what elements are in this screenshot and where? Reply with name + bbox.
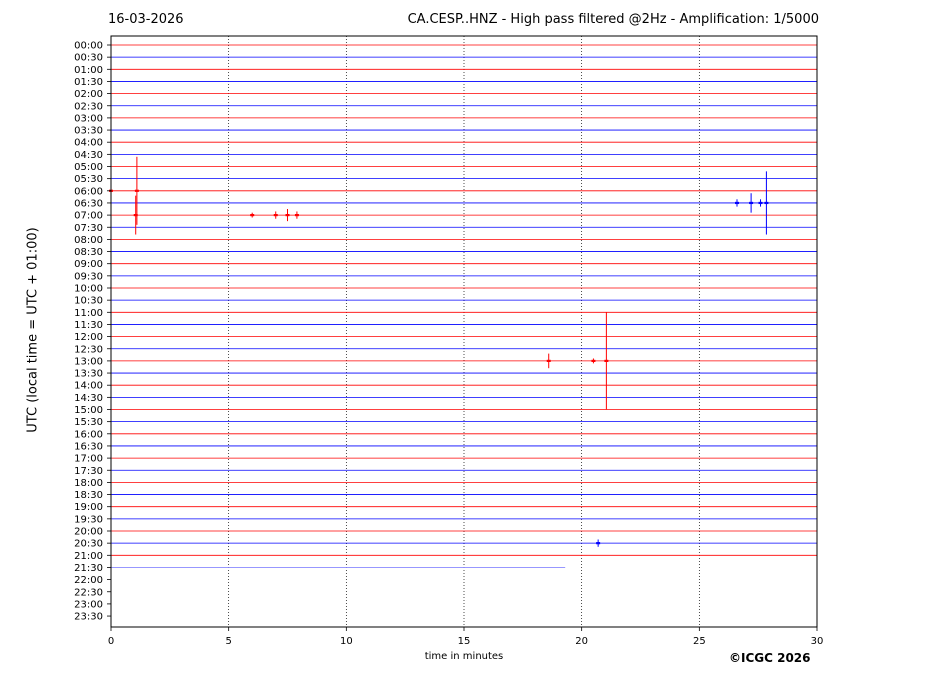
y-tick-label-16:00: 16:00 (74, 429, 103, 440)
chart-title: CA.CESP..HNZ - High pass filtered @2Hz -… (407, 12, 819, 27)
y-tick-label-05:00: 05:00 (74, 162, 103, 173)
y-tick-label-07:30: 07:30 (74, 223, 103, 234)
y-tick-label-10:30: 10:30 (74, 296, 103, 307)
x-axis-label: time in minutes (424, 651, 504, 662)
plot-date: 16-03-2026 (108, 12, 184, 27)
y-tick-label-06:00: 06:00 (74, 186, 103, 197)
y-tick-label-17:30: 17:30 (74, 466, 103, 477)
y-tick-label-01:30: 01:30 (74, 77, 103, 88)
y-tick-label-22:30: 22:30 (74, 587, 103, 598)
y-tick-label-23:00: 23:00 (74, 599, 103, 610)
y-tick-label-12:00: 12:00 (74, 332, 103, 343)
y-tick-label-14:00: 14:00 (74, 381, 103, 392)
y-tick-label-13:00: 13:00 (74, 356, 103, 367)
y-tick-label-05:30: 05:30 (74, 174, 103, 185)
y-axis-label: UTC (local time = UTC + 01:00) (25, 227, 41, 433)
y-tick-label-02:30: 02:30 (74, 101, 103, 112)
y-tick-label-20:00: 20:00 (74, 527, 103, 538)
trace-lines (111, 44, 817, 568)
y-tick-label-14:30: 14:30 (74, 393, 103, 404)
y-tick-label-21:30: 21:30 (74, 563, 103, 574)
y-tick-label-07:00: 07:00 (74, 211, 103, 222)
y-tick-label-04:00: 04:00 (74, 138, 103, 149)
y-tick-label-15:00: 15:00 (74, 405, 103, 416)
y-tick-label-01:00: 01:00 (74, 65, 103, 76)
y-tick-label-23:30: 23:30 (74, 612, 103, 623)
y-tick-label-00:00: 00:00 (74, 41, 103, 52)
x-axis-ticks: 0 5 10 15 20 25 30 (108, 627, 824, 647)
x-tick-label-5: 5 (225, 636, 231, 647)
y-tick-label-02:00: 02:00 (74, 89, 103, 100)
y-tick-label-03:30: 03:30 (74, 126, 103, 137)
x-tick-label-15: 15 (458, 636, 471, 647)
x-tick-label-0: 0 (108, 636, 114, 647)
x-tick-label-20: 20 (575, 636, 588, 647)
y-tick-label-00:30: 00:30 (74, 53, 103, 64)
y-tick-label-19:00: 19:00 (74, 502, 103, 513)
y-tick-label-18:00: 18:00 (74, 478, 103, 489)
y-tick-label-16:30: 16:30 (74, 441, 103, 452)
grid-lines (228, 36, 700, 627)
y-tick-label-11:30: 11:30 (74, 320, 103, 331)
y-tick-label-20:30: 20:30 (74, 539, 103, 550)
y-tick-label-04:30: 04:30 (74, 150, 103, 161)
x-tick-label-30: 30 (811, 636, 824, 647)
y-tick-label-15:30: 15:30 (74, 417, 103, 428)
y-tick-label-12:30: 12:30 (74, 344, 103, 355)
y-tick-label-22:00: 22:00 (74, 575, 103, 586)
plot-frame (110, 35, 818, 628)
y-tick-label-19:30: 19:30 (74, 514, 103, 525)
y-tick-label-21:00: 21:00 (74, 551, 103, 562)
y-tick-label-08:30: 08:30 (74, 247, 103, 258)
y-tick-label-11:00: 11:00 (74, 308, 103, 319)
y-tick-label-03:00: 03:00 (74, 113, 103, 124)
x-tick-label-25: 25 (693, 636, 706, 647)
copyright-label: ©ICGC 2026 (729, 651, 811, 665)
y-tick-label-08:00: 08:00 (74, 235, 103, 246)
y-tick-label-10:00: 10:00 (74, 284, 103, 295)
y-tick-label-18:30: 18:30 (74, 490, 103, 501)
y-tick-label-09:00: 09:00 (74, 259, 103, 270)
y-tick-label-17:00: 17:00 (74, 454, 103, 465)
y-tick-label-13:30: 13:30 (74, 369, 103, 380)
y-tick-label-06:30: 06:30 (74, 198, 103, 209)
y-tick-label-09:30: 09:30 (74, 271, 103, 282)
x-tick-label-10: 10 (340, 636, 353, 647)
